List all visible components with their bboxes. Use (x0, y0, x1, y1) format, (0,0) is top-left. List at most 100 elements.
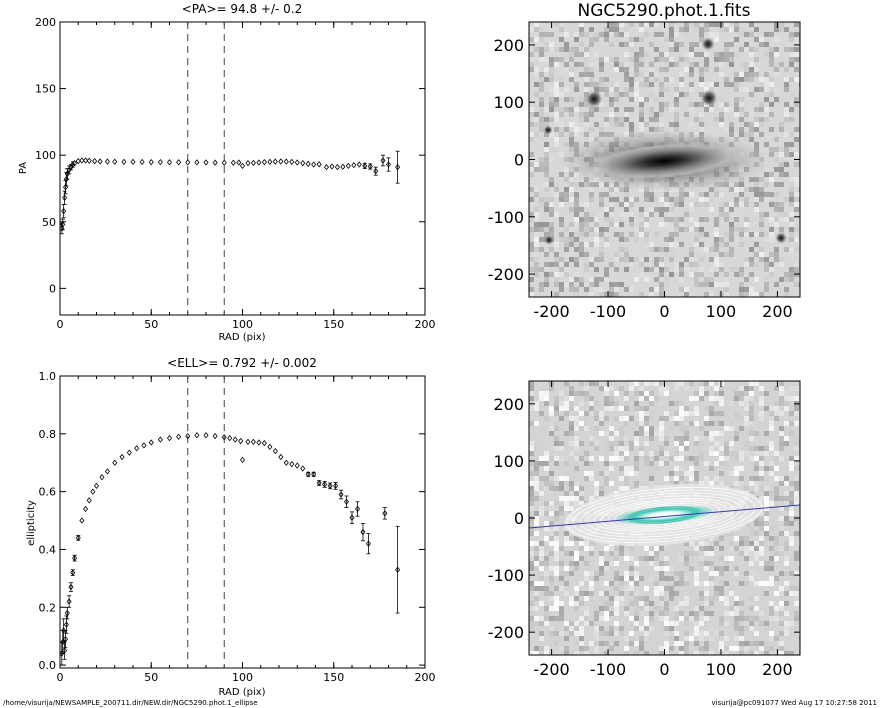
pa-data-point (62, 190, 68, 205)
pa-marker (203, 159, 209, 166)
pa-marker (283, 158, 289, 165)
ellipticity-data-point (126, 449, 132, 456)
ellipticity-data-point (316, 479, 322, 487)
star (585, 90, 603, 108)
pa-data-point (92, 158, 98, 165)
file-path-footer: /home/visurija/NEWSAMPLE_200711.dir/NEW.… (3, 699, 258, 707)
ellipticity-x-tick-label: 150 (323, 671, 344, 684)
ellipticity-data-point (232, 436, 238, 443)
pa-data-point (261, 158, 267, 166)
ellipticity-data-point (272, 448, 278, 455)
pa-data-point (329, 163, 335, 170)
ellipticity-plot-panel: <ELL>= 0.792 +/- 0.002 0 50 100 150 200 0.0 0.… (26, 356, 436, 698)
pa-marker (267, 158, 273, 165)
ellipticity-plot-xlabel: RAD (pix) (218, 687, 265, 698)
ellipticity-data-point (289, 461, 295, 468)
pa-marker (356, 161, 362, 168)
ellipticity-marker (305, 471, 311, 478)
ellipticity-x-tick-label: 0 (57, 671, 64, 684)
pa-data-point (130, 158, 136, 165)
pa-data-point (212, 159, 218, 166)
pa-data-point (311, 161, 317, 168)
fits-image-x-tick-label: -200 (533, 302, 569, 321)
ellipticity-marker (203, 432, 209, 439)
pa-data-point (256, 159, 262, 166)
pa-data-point (230, 159, 236, 166)
pa-data-point (289, 158, 295, 165)
ellipticity-plot-axes: 0 50 100 150 200 0.0 0.2 0.4 0.6 0.8 1.0 (39, 370, 436, 684)
pa-data-point (373, 166, 379, 176)
pa-data-point (62, 180, 68, 195)
isophote-ellipse (593, 498, 735, 532)
ellipticity-marker (267, 443, 273, 450)
ellipticity-data-point (62, 641, 68, 660)
pa-marker (121, 158, 127, 165)
ellipticity-data-point (72, 554, 78, 562)
pa-marker (294, 159, 300, 166)
ellipticity-marker (365, 540, 371, 547)
ellipticity-data-point (256, 439, 262, 446)
pa-data-point (157, 158, 163, 166)
pa-marker (97, 158, 103, 165)
isophote-image-y-tick-label: 100 (493, 452, 524, 471)
pa-marker (62, 194, 68, 201)
ellipticity-data-point (86, 497, 92, 504)
pa-marker (340, 163, 346, 170)
ellipticity-data-point (278, 453, 284, 461)
pa-marker (112, 158, 118, 165)
pa-data-point (185, 159, 191, 166)
ellipticity-data-point (83, 505, 89, 513)
ellipticity-data-point (245, 438, 251, 446)
ellipticity-marker (344, 498, 350, 505)
pa-y-tick-label: 150 (35, 83, 56, 96)
ellipticity-plot-reference-lines (187, 376, 225, 668)
pa-marker (305, 160, 311, 167)
isophote-ellipse (600, 499, 728, 531)
pa-marker (272, 158, 278, 165)
ellipticity-marker (75, 534, 81, 542)
pa-data-point (351, 162, 357, 169)
ellipticity-marker (194, 432, 200, 439)
ellipticity-data-point (176, 433, 182, 440)
ellipticity-y-tick-label: 0.0 (39, 659, 57, 672)
isophote-image-panel: -200 -100 0 100 200 -200 -100 0 100 200 (488, 380, 801, 679)
pa-data-point (166, 159, 173, 166)
ellipticity-data-point (305, 471, 311, 478)
ellipticity-data-point (322, 481, 328, 488)
pa-plot-points (59, 150, 401, 235)
ellipticity-marker (63, 621, 69, 628)
ellipticity-marker (157, 436, 163, 443)
ellipticity-marker (99, 474, 105, 481)
ellipticity-data-point (134, 445, 140, 452)
pa-data-point (139, 158, 145, 166)
ellipticity-marker (212, 432, 218, 440)
pa-data-point (395, 150, 401, 184)
ellipticity-x-tick-label: 50 (144, 671, 158, 684)
ellipticity-marker (64, 609, 70, 617)
isophote-image-x-tick-label: 200 (762, 660, 793, 679)
pa-data-point (61, 204, 67, 219)
ellipticity-marker (349, 514, 355, 521)
pa-marker (256, 159, 262, 166)
ellipticity-marker (283, 459, 289, 466)
pa-y-tick-label: 0 (49, 282, 56, 295)
ellipticity-data-point (311, 471, 317, 478)
ellipticity-data-point (119, 453, 125, 461)
isophote-ellipse (579, 492, 749, 538)
pa-data-point (203, 159, 209, 166)
ellipticity-data-point (294, 462, 300, 469)
pa-marker (194, 159, 200, 166)
pa-marker (385, 161, 392, 168)
pa-marker (236, 159, 242, 166)
ellipticity-plot-ylabel: ellipticity (26, 500, 37, 546)
isophote-ellipse (586, 495, 742, 535)
pa-data-point (356, 161, 362, 168)
pa-marker (70, 161, 76, 168)
ellipticity-marker (185, 432, 191, 440)
ellipticity-plot-points (59, 432, 401, 666)
star (700, 89, 718, 107)
ellipticity-data-point (212, 432, 218, 440)
ellipticity-data-point (68, 582, 74, 592)
ellipticity-data-point (75, 534, 81, 542)
